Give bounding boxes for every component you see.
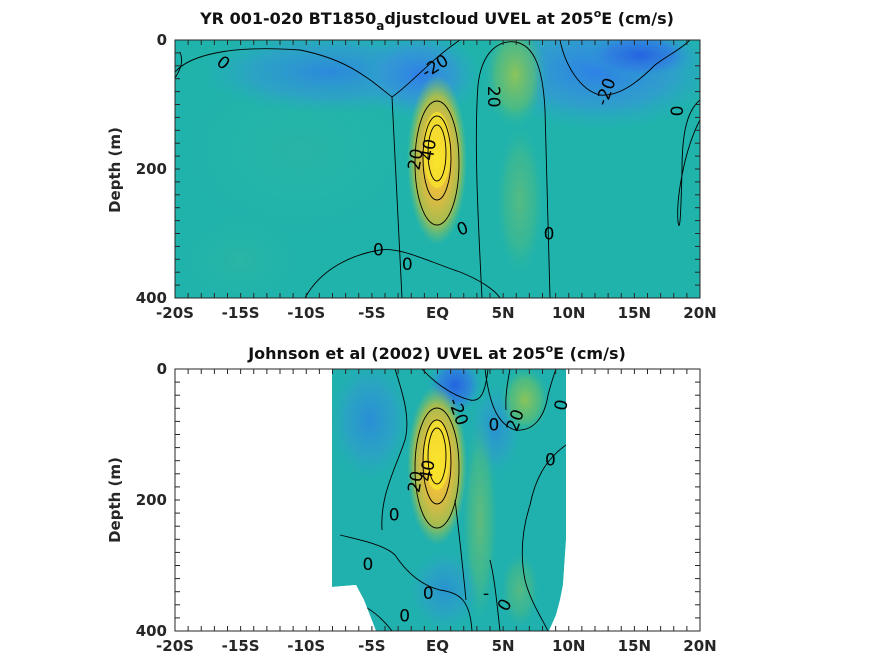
contour-label: - (483, 584, 489, 604)
title-top-mid: djustcloud UVEL at 205 (384, 9, 593, 28)
x-tick-label: 5N (492, 637, 515, 655)
title-top-pre: YR 001-020 BT1850 (199, 9, 376, 28)
contour-label: 0 (665, 106, 685, 117)
chart-title-top: YR 001-020 BT1850adjustcloud UVEL at 205… (199, 7, 674, 33)
contour-label: 20 (404, 469, 427, 494)
x-tick-label: -20S (156, 304, 194, 322)
x-axis-bottom: -20S -15S -10S -5S EQ 5N 10N 15N 20N (156, 369, 717, 655)
contour-label: 0 (402, 255, 413, 275)
x-tick-label: -5S (358, 304, 385, 322)
x-tick-label: -10S (287, 304, 325, 322)
y-tick-label: 0 (157, 31, 167, 49)
x-tick-label: -20S (156, 637, 194, 655)
x-tick-label: 10N (552, 637, 585, 655)
x-tick-label: -5S (358, 637, 385, 655)
x-tick-label: EQ (426, 637, 449, 655)
contour-lines-bottom (339, 369, 566, 631)
heatmap-field-bottom (332, 369, 566, 631)
contour-label: 0 (399, 606, 410, 626)
x-tick-label: 20N (683, 637, 716, 655)
x-tick-label: -10S (287, 637, 325, 655)
y-axis-label-bottom: Depth (m) (106, 457, 124, 543)
x-tick-label: 20N (683, 304, 716, 322)
y-tick-label: 0 (157, 360, 167, 378)
x-tick-label: -15S (222, 637, 260, 655)
x-tick-label: EQ (426, 304, 449, 322)
contour-label: 20 (404, 147, 427, 172)
contour-label: 0 (489, 416, 500, 436)
title-top-sub: a (376, 19, 384, 33)
y-tick-label: 200 (136, 160, 167, 178)
title-top-post: E (cm/s) (601, 9, 674, 28)
contour-label: 0 (544, 225, 555, 245)
x-tick-label: 5N (492, 304, 515, 322)
title-bottom-sup: o (546, 342, 554, 355)
y-axis-label-top: Depth (m) (106, 127, 124, 213)
contour-label: 0 (373, 241, 384, 261)
contour-lines-top (175, 40, 700, 298)
x-axis-top: -20S -15S -10S -5S EQ 5N 10N 15N 20N (156, 40, 717, 322)
chart-title-bottom: Johnson et al (2002) UVEL at 205oE (cm/s… (247, 342, 626, 363)
x-tick-label: 10N (552, 304, 585, 322)
y-tick-label: 400 (136, 289, 167, 307)
contour-label: 0 (545, 450, 556, 470)
title-bottom-post: E (cm/s) (553, 344, 626, 363)
contour-label: 0 (551, 398, 573, 412)
title-bottom-pre: Johnson et al (2002) UVEL at 205 (247, 344, 545, 363)
contour-label: 40 (416, 458, 439, 483)
y-tick-label: 200 (136, 491, 167, 509)
contour-label: 0 (423, 584, 434, 604)
title-top-sup: o (594, 7, 602, 20)
missing-data-mask (332, 540, 566, 631)
contour-label: 40 (418, 137, 441, 162)
contour-label: 20 (483, 86, 503, 108)
heatmap-field-top (175, 40, 700, 298)
x-tick-label: 15N (618, 637, 651, 655)
contour-label: 0 (363, 555, 374, 575)
x-tick-label: -15S (222, 304, 260, 322)
y-tick-label: 400 (136, 622, 167, 640)
contour-label: 0 (389, 505, 400, 525)
x-tick-label: 15N (618, 304, 651, 322)
